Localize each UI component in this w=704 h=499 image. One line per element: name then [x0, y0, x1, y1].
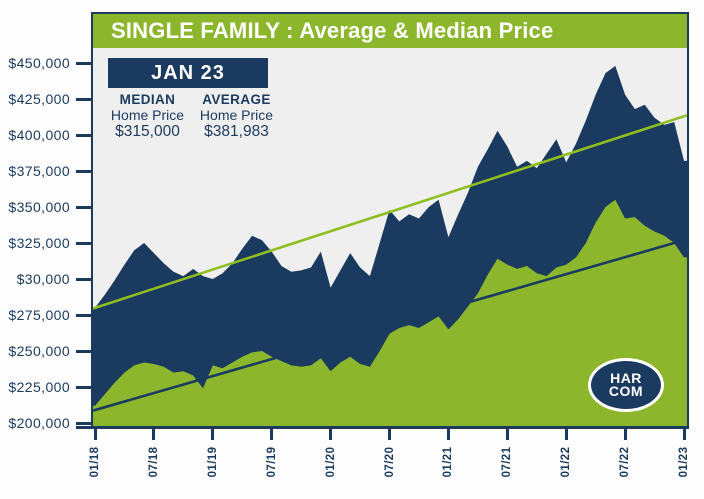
y-axis-label: $250,000 [8, 343, 70, 359]
x-axis-label: 01/20 [324, 446, 337, 478]
x-axis-label: 07/22 [619, 446, 632, 478]
y-axis-tick [76, 421, 92, 425]
y-axis-tick [76, 385, 92, 389]
x-axis-label: 07/18 [147, 446, 160, 478]
y-axis-label: $200,000 [8, 415, 70, 431]
y-axis-label: $400,000 [8, 127, 70, 143]
period-badge: JAN 23 [108, 58, 268, 88]
x-axis-tick [93, 426, 97, 440]
x-axis-label: 01/19 [206, 446, 219, 478]
logo-line-2: COM [608, 383, 644, 399]
y-axis-tick [76, 313, 92, 317]
x-axis-label: 01/21 [442, 446, 455, 478]
x-axis-label: 01/22 [560, 446, 573, 478]
x-axis-tick [329, 426, 333, 440]
median-trend-line [93, 238, 687, 412]
y-axis-tick [76, 97, 92, 101]
y-axis-label: $375,000 [8, 163, 70, 179]
median-price-area [93, 199, 687, 426]
y-axis-tick [76, 277, 92, 281]
x-axis-label: 07/20 [383, 446, 396, 478]
y-axis-tick [76, 169, 92, 173]
x-axis-tick [446, 426, 450, 440]
x-axis-label: 01/18 [89, 446, 101, 478]
median-summary: MEDIAN Home Price $315,000 [103, 92, 192, 141]
y-axis-label: $450,000 [8, 55, 70, 71]
average-value: $381,983 [204, 123, 269, 140]
x-axis-tick [564, 426, 568, 440]
y-axis-tick [76, 349, 92, 353]
x-axis-tick [211, 426, 215, 440]
price-area-chart [93, 65, 687, 426]
price-summary: MEDIAN Home Price $315,000 AVERAGE Home … [103, 92, 281, 141]
y-axis-label: $225,000 [8, 379, 70, 395]
x-axis-tick [505, 426, 509, 440]
chart-frame-right-border [687, 12, 689, 426]
median-label: MEDIAN [119, 92, 176, 107]
median-sublabel: Home Price [110, 107, 185, 123]
average-summary: AVERAGE Home Price $381,983 [192, 92, 281, 141]
har-com-logo: HAR COM [588, 358, 664, 412]
x-axis-label: 07/21 [501, 446, 514, 478]
x-axis-label: 01/23 [678, 446, 690, 478]
x-axis-label: 07/19 [265, 446, 278, 478]
y-axis-label: $425,000 [8, 91, 70, 107]
x-axis-tick [270, 426, 274, 440]
average-sublabel: Home Price [199, 107, 274, 123]
x-axis-tick [623, 426, 627, 440]
y-axis-label: $350,000 [8, 199, 70, 215]
x-axis-line [76, 426, 689, 429]
chart-frame-left-border [91, 12, 93, 426]
x-axis-tick [152, 426, 156, 440]
y-axis-tick [76, 241, 92, 245]
y-axis-tick [76, 133, 92, 137]
median-value: $315,000 [115, 123, 180, 140]
chart-header: SINGLE FAMILY : Average & Median Price [93, 14, 687, 48]
y-axis-tick [76, 205, 92, 209]
logo-line-1: HAR [610, 370, 642, 386]
average-label: AVERAGE [202, 92, 271, 107]
y-axis-label: $30,000 [16, 271, 70, 287]
x-axis-tick [682, 426, 686, 440]
y-axis-label: $325,000 [8, 235, 70, 251]
chart-title: SINGLE FAMILY : Average & Median Price [111, 18, 554, 43]
average-trend-line [93, 114, 687, 310]
y-axis-tick [76, 61, 92, 65]
y-axis-label: $275,000 [8, 307, 70, 323]
x-axis-tick [388, 426, 391, 440]
period-label: JAN 23 [151, 61, 225, 84]
chart-frame-top-border [91, 12, 689, 14]
